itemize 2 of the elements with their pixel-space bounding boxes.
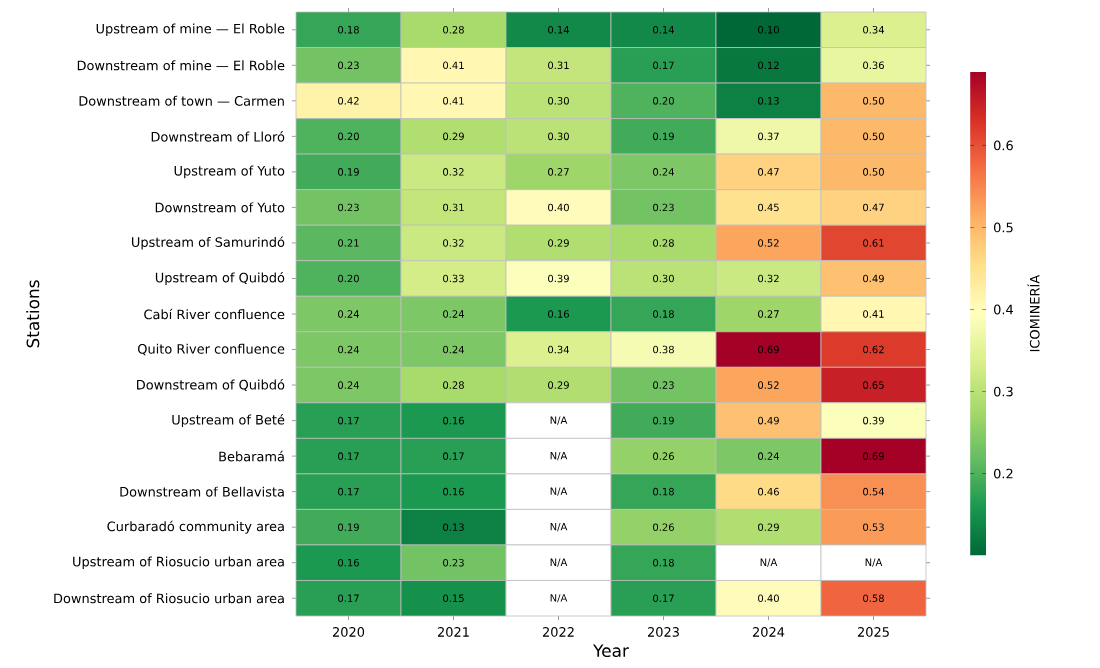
y-axis-title: Stations: [26, 280, 40, 348]
x-axis-title: Year: [593, 644, 629, 658]
